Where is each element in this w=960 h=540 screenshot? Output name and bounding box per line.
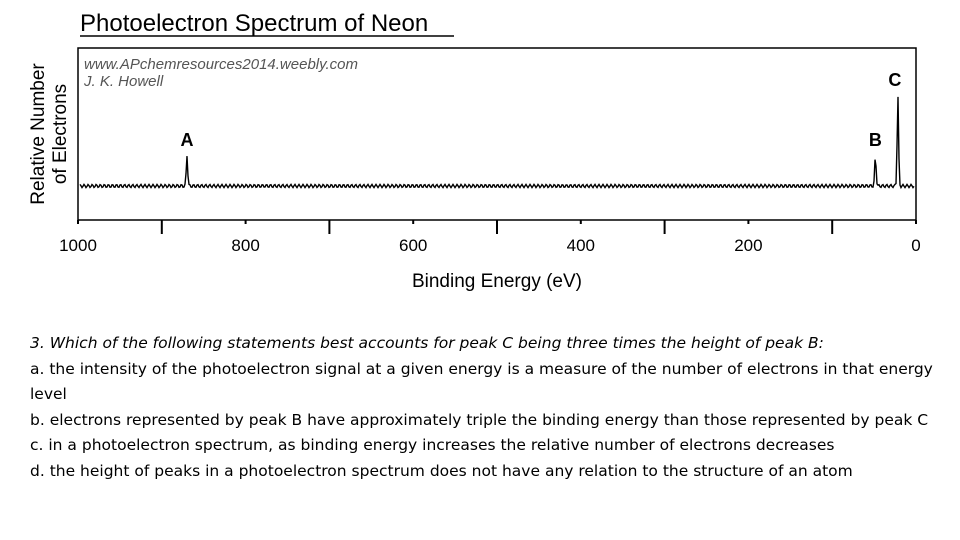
chart-title: Photoelectron Spectrum of Neon	[80, 10, 428, 37]
spectrum-line	[79, 96, 915, 190]
x-axis-label: Binding Energy (eV)	[412, 271, 582, 292]
answer-option-b[interactable]: b. electrons represented by peak B have …	[30, 410, 929, 429]
peak-labels: A B C	[180, 70, 901, 150]
x-axis-tick-labels: 1000 800 600 400 200 0	[59, 236, 921, 255]
credit-website: www.APchemresources2014.weebly.com	[84, 56, 358, 73]
x-tick-label: 800	[231, 236, 259, 255]
question-stem: 3. Which of the following statements bes…	[30, 334, 824, 352]
pes-chart: Photoelectron Spectrum of Neon www.APche…	[28, 10, 921, 292]
plot-frame	[77, 47, 917, 221]
x-tick-label: 200	[734, 236, 762, 255]
x-tick-label: 1000	[59, 236, 97, 255]
question-block: 3. Which of the following statements bes…	[30, 331, 935, 485]
y-axis-label-line-2: of Electrons	[50, 84, 71, 184]
credit-author: J. K. Howell	[83, 73, 164, 90]
x-tick-label: 400	[567, 236, 595, 255]
answer-option-a[interactable]: a. the intensity of the photoelectron si…	[30, 359, 933, 404]
y-axis-label-line-1: Relative Number	[28, 63, 49, 205]
x-tick-label: 600	[399, 236, 427, 255]
answer-option-c[interactable]: c. in a photoelectron spectrum, as bindi…	[30, 436, 835, 455]
y-axis-label: Relative Number of Electrons	[28, 63, 71, 205]
peak-label-b: B	[869, 130, 882, 150]
peak-label-c: C	[888, 70, 901, 90]
x-tick-label: 0	[911, 236, 920, 255]
x-axis-ticks	[77, 220, 917, 234]
peak-label-a: A	[180, 130, 193, 150]
answer-option-d[interactable]: d. the height of peaks in a photoelectro…	[30, 461, 853, 480]
